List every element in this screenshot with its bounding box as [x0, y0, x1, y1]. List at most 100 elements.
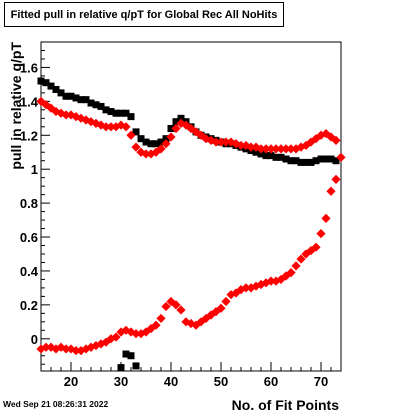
diamond-marker — [51, 106, 61, 117]
square-marker — [332, 157, 340, 165]
diamond-marker — [211, 137, 221, 147]
diamond-marker — [271, 144, 281, 154]
diamond-marker — [286, 268, 296, 278]
diamond-marker — [216, 303, 226, 313]
square-marker — [327, 155, 335, 163]
diamond-marker — [246, 283, 256, 293]
square-marker — [302, 158, 310, 166]
diamond-marker — [191, 320, 201, 330]
x-tick-label: 40 — [164, 374, 178, 389]
y-tick-label: 1.6 — [20, 60, 38, 75]
diamond-marker — [141, 149, 151, 159]
square-marker — [117, 109, 125, 117]
diamond-marker — [76, 113, 86, 123]
square-marker — [172, 118, 180, 126]
diamond-marker — [126, 130, 136, 140]
diamond-marker — [96, 339, 106, 349]
diamond-marker — [291, 261, 301, 271]
diamond-marker — [316, 229, 326, 239]
diamond-marker — [46, 342, 56, 352]
square-marker — [52, 85, 60, 93]
diamond-marker — [221, 137, 231, 147]
square-marker — [117, 364, 125, 372]
diamond-marker — [336, 152, 346, 162]
square-marker — [312, 157, 320, 165]
x-tick-label: 70 — [314, 374, 328, 389]
diamond-marker — [331, 135, 341, 145]
square-marker — [47, 82, 55, 90]
square-marker — [62, 92, 70, 100]
diamond-marker — [131, 329, 141, 339]
diamond-marker — [246, 142, 256, 152]
diamond-marker — [261, 144, 271, 154]
y-tick-label: 0.4 — [20, 264, 39, 279]
square-marker — [297, 158, 305, 166]
diamond-marker — [296, 254, 306, 264]
y-tick-label: 1.4 — [20, 94, 39, 109]
diamond-marker — [326, 186, 336, 196]
black-square-series — [37, 77, 340, 372]
diamond-marker — [86, 342, 96, 352]
square-marker — [97, 102, 105, 110]
square-marker — [282, 155, 290, 163]
square-marker — [42, 79, 50, 87]
y-tick-label: 0.8 — [20, 196, 38, 211]
square-marker — [257, 150, 265, 158]
square-marker — [147, 140, 155, 148]
diamond-marker — [321, 213, 331, 223]
square-marker — [162, 135, 170, 143]
x-tick-label: 20 — [64, 374, 78, 389]
diamond-marker — [281, 144, 291, 154]
diamond-marker — [116, 327, 126, 337]
diamond-marker — [156, 144, 166, 154]
axis-ticks — [40, 41, 342, 371]
diamond-marker — [241, 283, 251, 293]
x-tick-label: 30 — [114, 374, 128, 389]
square-marker — [102, 106, 110, 114]
square-marker — [317, 155, 325, 163]
diamond-marker — [286, 144, 296, 154]
square-marker — [92, 101, 100, 109]
square-marker — [142, 138, 150, 146]
square-marker — [287, 157, 295, 165]
diamond-marker — [256, 144, 266, 154]
diamond-marker — [311, 242, 321, 252]
y-tick-label: 1.2 — [20, 128, 38, 143]
square-marker — [177, 114, 185, 122]
diamond-marker — [106, 122, 116, 132]
y-axis-title: pull in relative q/pT — [8, 42, 24, 170]
red-diamond-series — [36, 96, 346, 356]
y-tick-label: 0 — [31, 332, 38, 347]
x-tick-label: 60 — [264, 374, 278, 389]
diamond-marker — [91, 340, 101, 351]
diamond-marker — [71, 346, 81, 356]
diamond-marker — [136, 329, 146, 339]
diamond-marker — [236, 140, 246, 151]
diamond-marker — [131, 142, 141, 152]
square-marker — [157, 138, 165, 146]
square-marker — [137, 135, 145, 143]
square-marker — [72, 94, 80, 102]
square-marker — [292, 157, 300, 165]
diamond-marker — [201, 313, 211, 324]
y-tick-label: 1 — [31, 162, 38, 177]
diamond-marker — [331, 174, 341, 184]
diamond-marker — [161, 139, 171, 149]
diamond-marker — [171, 300, 181, 310]
diamond-marker — [151, 320, 161, 330]
diamond-marker — [101, 122, 111, 132]
square-marker — [127, 352, 135, 360]
diamond-marker — [216, 137, 226, 147]
diamond-marker — [266, 144, 276, 154]
square-marker — [77, 96, 85, 104]
square-marker — [277, 153, 285, 161]
diamond-marker — [126, 327, 136, 337]
diamond-marker — [156, 313, 166, 324]
diamond-marker — [236, 284, 246, 295]
x-tick-label: 50 — [214, 374, 228, 389]
square-marker — [122, 109, 130, 117]
square-marker — [322, 155, 330, 163]
diamond-marker — [221, 296, 231, 307]
diamond-marker — [186, 318, 196, 329]
